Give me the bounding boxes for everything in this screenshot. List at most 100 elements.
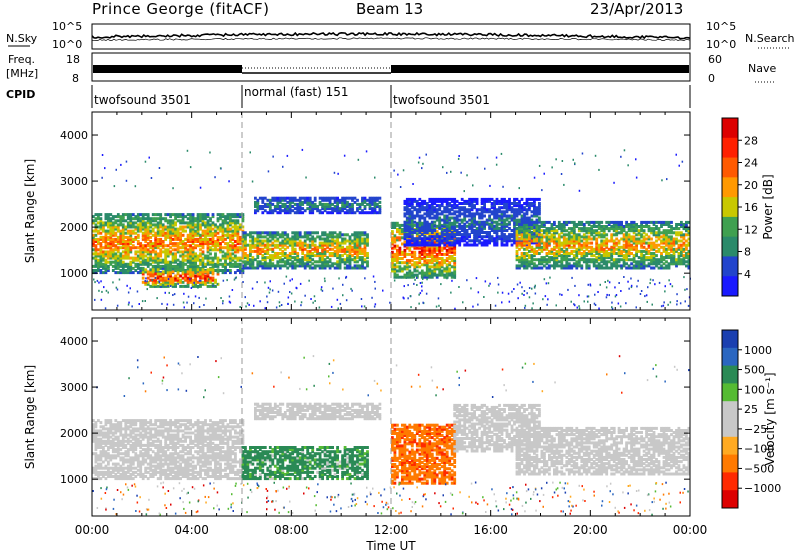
power-cell — [254, 250, 257, 253]
power-cell — [321, 242, 324, 245]
power-cell — [458, 237, 461, 240]
power-cell — [441, 257, 444, 260]
power-cell — [326, 197, 329, 200]
power-cell — [266, 211, 269, 214]
power-cell — [134, 236, 137, 239]
power-cell — [132, 230, 135, 233]
power-cell — [212, 268, 215, 271]
power-cell — [426, 237, 429, 240]
power-cell — [119, 252, 122, 255]
power-cell — [675, 258, 678, 261]
power-cell — [344, 267, 347, 270]
power-cell — [518, 200, 521, 203]
power-cell — [304, 248, 307, 251]
power-cell — [583, 233, 586, 236]
power-cell — [324, 248, 327, 251]
power-cell — [194, 244, 197, 247]
power-cell — [498, 215, 501, 218]
power-cell — [658, 248, 661, 251]
power-cell — [331, 252, 334, 255]
power-cell — [331, 231, 334, 234]
power-cell — [556, 238, 559, 241]
power-cell — [610, 262, 613, 265]
power-cell — [585, 235, 588, 238]
power-cell — [605, 238, 608, 241]
power-cell — [628, 233, 631, 236]
power-cell — [254, 238, 257, 241]
power-cell — [421, 233, 424, 236]
power-cell — [152, 268, 155, 271]
power-cell — [314, 203, 317, 206]
power-cell — [683, 223, 686, 226]
power-cell — [585, 221, 588, 224]
power-cell — [291, 235, 294, 238]
power-cell — [556, 250, 559, 253]
power-cell — [463, 206, 466, 209]
power-cell — [421, 200, 424, 203]
power-cell — [551, 248, 554, 251]
power-cell — [615, 258, 618, 261]
power-cell — [169, 213, 172, 216]
power-cell — [212, 221, 215, 224]
power-cell — [309, 197, 312, 200]
power-cell — [276, 244, 279, 247]
power-cell — [546, 258, 549, 261]
power-cell — [413, 221, 416, 224]
power-cell — [356, 260, 359, 263]
power-cell — [526, 217, 529, 220]
power-cell — [354, 231, 357, 234]
power-cell — [603, 267, 606, 270]
power-cell — [319, 235, 322, 238]
power-cell — [448, 208, 451, 211]
power-cell — [364, 258, 367, 261]
power-cell — [112, 265, 115, 268]
power-cell — [615, 221, 618, 224]
power-cell — [207, 255, 210, 258]
power-cell — [570, 250, 573, 253]
power-cell — [109, 213, 112, 216]
power-cell — [399, 265, 402, 268]
power-cell — [408, 265, 411, 268]
power-cell — [511, 202, 514, 205]
power-cell — [364, 231, 367, 234]
power-cell — [239, 236, 242, 239]
power-cell — [261, 248, 264, 251]
power-cell — [162, 265, 165, 268]
power-cell — [478, 208, 481, 211]
power-cell — [580, 227, 583, 230]
power-cell — [100, 242, 103, 245]
power-cell — [254, 209, 257, 212]
power-cell — [276, 252, 279, 255]
power-cell — [122, 255, 125, 258]
power-cell — [286, 254, 289, 257]
power-cell — [528, 202, 531, 205]
power-cell — [548, 250, 551, 253]
power-cell — [157, 273, 160, 276]
power-cell — [516, 227, 519, 230]
power-cell — [169, 219, 172, 222]
power-cell — [396, 274, 399, 277]
power-cell — [423, 272, 426, 275]
power-cell — [237, 257, 240, 260]
power-cell — [329, 264, 332, 267]
power-cell — [428, 198, 431, 201]
power-cell — [536, 264, 539, 267]
power-cell — [179, 268, 182, 271]
power-cell — [461, 212, 464, 215]
power-cell — [122, 213, 125, 216]
power-cell — [680, 240, 683, 243]
power-cell — [311, 258, 314, 261]
power-cell — [169, 250, 172, 253]
power-cell — [560, 223, 563, 226]
power-cell — [508, 227, 511, 230]
power-cell — [478, 212, 481, 215]
power-cell — [538, 238, 541, 241]
power-cell — [351, 233, 354, 236]
power-cell — [638, 256, 641, 259]
power-cell — [513, 198, 516, 201]
power-cell — [319, 197, 322, 200]
power-cell — [162, 217, 165, 220]
power-cell — [431, 198, 434, 201]
power-cell — [471, 198, 474, 201]
power-cell — [570, 264, 573, 267]
